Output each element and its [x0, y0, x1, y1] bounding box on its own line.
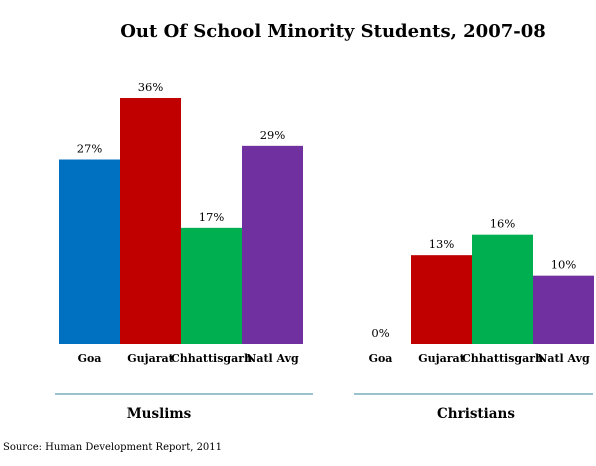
category-label: Gujarat	[127, 352, 174, 365]
data-label: 17%	[199, 210, 225, 224]
data-label: 36%	[138, 80, 164, 94]
data-label: 13%	[429, 237, 455, 251]
category-label: Goa	[78, 352, 102, 365]
bar-christians-gujarat	[411, 255, 472, 344]
plot-area: 27% Goa 36% Gujarat 17% Chhattisgarh 29% Natl A…	[55, 80, 594, 422]
bar-muslims-goa	[59, 159, 120, 344]
bar-muslims-natl-avg	[242, 145, 303, 344]
category-label: Natl Avg	[537, 352, 590, 365]
category-label: Chhattisgarh	[462, 352, 543, 365]
category-label: Natl Avg	[246, 352, 299, 365]
bar-christians-chhattisgarh	[472, 234, 533, 344]
group-label: Muslims	[127, 406, 192, 422]
bar-christians-natl-avg	[533, 275, 594, 344]
category-label: Gujarat	[418, 352, 465, 365]
bar-muslims-chhattisgarh	[181, 227, 242, 344]
bar-muslims-gujarat	[120, 98, 181, 345]
category-label: Chhattisgarh	[171, 352, 252, 365]
group-label: Christians	[437, 406, 515, 422]
group-muslims: 27% Goa 36% Gujarat 17% Chhattisgarh 29% Natl A…	[55, 80, 313, 422]
data-label: 27%	[77, 142, 103, 156]
data-label: 29%	[260, 128, 286, 142]
group-christians: 0% Goa 13% Gujarat 16% Chhattisgarh 10% Natl Av…	[354, 217, 594, 422]
data-label: 10%	[551, 258, 577, 272]
data-label: 16%	[490, 217, 516, 231]
data-label: 0%	[371, 326, 389, 340]
chart-title: Out Of School Minority Students, 2007-08	[120, 21, 546, 42]
category-label: Goa	[369, 352, 393, 365]
chart-source: Source: Human Development Report, 2011	[3, 442, 222, 453]
